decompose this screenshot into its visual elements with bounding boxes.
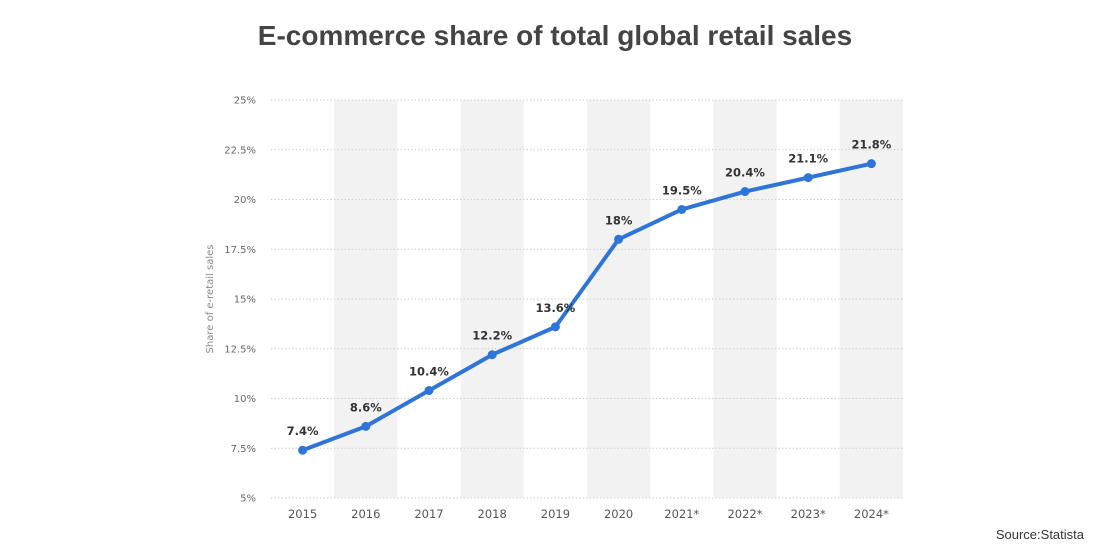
series-line	[300, 161, 874, 453]
data-label: 20.4%	[725, 166, 765, 180]
x-tick-label: 2023*	[791, 507, 826, 521]
data-label: 21.8%	[851, 138, 891, 152]
x-tick-label: 2022*	[727, 507, 762, 521]
x-tick-label: 2024*	[854, 507, 889, 521]
data-point	[740, 187, 750, 197]
y-axis-label: Share of e-retail sales	[205, 245, 216, 354]
y-tick-label: 15%	[234, 295, 256, 306]
y-tick-label: 17.5%	[224, 245, 256, 256]
x-tick-label: 2021*	[664, 507, 699, 521]
y-tick-label: 5%	[240, 494, 256, 505]
y-tick-label: 7.5%	[231, 444, 256, 455]
page-title: E-commerce share of total global retail …	[257, 20, 853, 51]
x-tick-label: 2016	[351, 507, 380, 521]
data-label: 12.2%	[472, 329, 512, 343]
data-point	[803, 173, 813, 183]
x-tick-label: 2015	[288, 507, 317, 521]
data-label: 19.5%	[662, 183, 702, 197]
chart-panel: 5% 7.5% 10% 12.5% 15% 17.5% 20% 22.5% 25% 2015 20…	[199, 84, 913, 536]
x-tick-label: 2018	[478, 507, 507, 521]
data-label: 10.4%	[409, 365, 449, 379]
x-tick-label: 2020	[604, 507, 633, 521]
data-label: 18%	[605, 213, 633, 227]
gridlines	[271, 99, 903, 499]
data-label: 21.1%	[788, 152, 828, 166]
x-tick-label: 2017	[414, 507, 443, 521]
data-point	[424, 386, 434, 396]
data-point	[614, 234, 624, 244]
data-label: 8.6%	[350, 400, 382, 414]
data-point	[677, 204, 687, 214]
data-point	[487, 350, 497, 360]
data-label: 13.6%	[535, 301, 575, 315]
y-tick-label: 10%	[234, 394, 256, 405]
source-credit: Source:Statista	[995, 527, 1084, 542]
line-chart: 5%7.5%10%12.5%15%17.5%20%22.5%25% 2015 20…	[205, 96, 903, 521]
y-tick-label: 22.5%	[224, 145, 256, 156]
data-point	[298, 445, 308, 455]
y-axis-ticks: 5% 7.5% 10% 12.5% 15% 17.5% 20% 22.5% 25%	[224, 96, 256, 505]
y-tick-label: 12.5%	[224, 344, 256, 355]
series-group: 7.4% 8.6% 10.4% 12.2% 13.6% 18% 19.5% 20.4% 21.1…	[287, 138, 892, 455]
y-tick-label: 20%	[234, 195, 256, 206]
data-point	[866, 159, 876, 169]
y-tick-label: 25%	[234, 96, 256, 107]
x-tick-label: 2019	[541, 507, 570, 521]
x-axis-ticks: 2015 2016 2017 2018 2019 2020 2021* 2022* 2023* 2…	[288, 507, 889, 521]
data-label: 7.4%	[287, 424, 319, 438]
data-point	[361, 421, 371, 431]
data-point	[550, 322, 560, 332]
